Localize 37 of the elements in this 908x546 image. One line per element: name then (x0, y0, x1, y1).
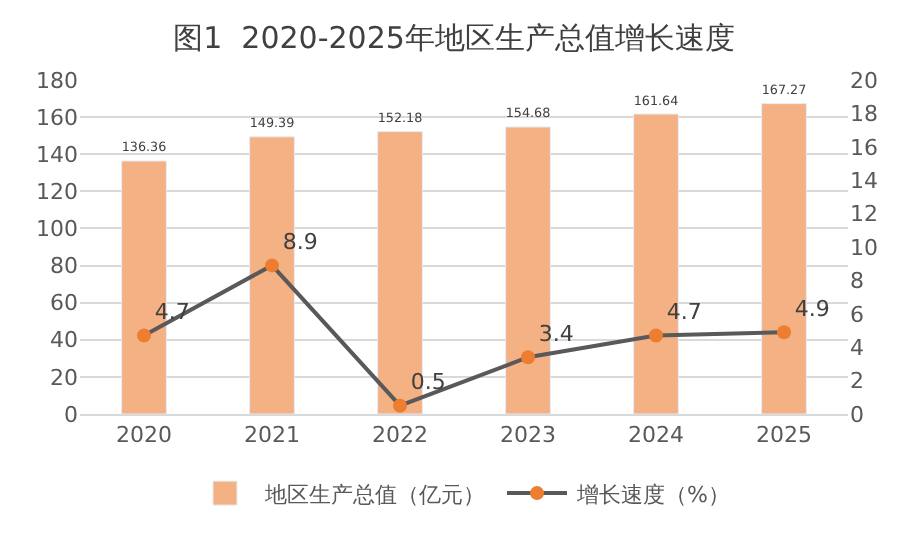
data-label: 4.7 (154, 299, 190, 326)
legend-label: 地区生产总值（亿元） (263, 481, 485, 508)
y-tick-label: 120 (36, 179, 78, 206)
y2-tick-label: 20 (850, 67, 878, 94)
y-tick-label: 160 (36, 104, 78, 131)
x-tick-label: 2020 (116, 422, 172, 449)
point (393, 398, 407, 413)
y-tick-label: 180 (36, 67, 78, 94)
y-tick-label: 80 (50, 253, 78, 280)
y2-tick-label: 14 (850, 167, 878, 194)
point (265, 258, 279, 273)
y2-tick-label: 16 (850, 134, 878, 161)
legend-label: 增长速度（%） (575, 481, 730, 508)
x-tick-label: 2024 (628, 422, 684, 449)
y2-tick-label: 0 (850, 401, 864, 428)
y2-tick-label: 12 (850, 201, 878, 228)
y-tick-label: 60 (50, 290, 78, 317)
y2-tick-label: 2 (850, 368, 864, 395)
x-tick-label: 2025 (756, 422, 812, 449)
y-tick-label: 140 (36, 141, 78, 168)
y-tick-label: 20 (50, 364, 78, 391)
y2-tick-label: 4 (850, 334, 864, 361)
point (777, 325, 791, 340)
point (649, 328, 663, 343)
x-tick-label: 2022 (372, 422, 428, 449)
y2-tick-label: 18 (850, 101, 878, 128)
y2-tick-label: 6 (850, 301, 864, 328)
x-tick-label: 2023 (500, 422, 556, 449)
x-tick-label: 2021 (244, 422, 300, 449)
y-tick-label: 40 (50, 327, 78, 354)
point (137, 328, 151, 343)
y-tick-label: 100 (36, 216, 78, 243)
y2-tick-label: 8 (850, 268, 864, 295)
point (521, 350, 535, 365)
y-tick-label: 0 (64, 401, 78, 428)
chart-title: 图1 2020-2025年地区生产总值增长速度 (173, 20, 735, 57)
y2-tick-label: 10 (850, 234, 878, 261)
